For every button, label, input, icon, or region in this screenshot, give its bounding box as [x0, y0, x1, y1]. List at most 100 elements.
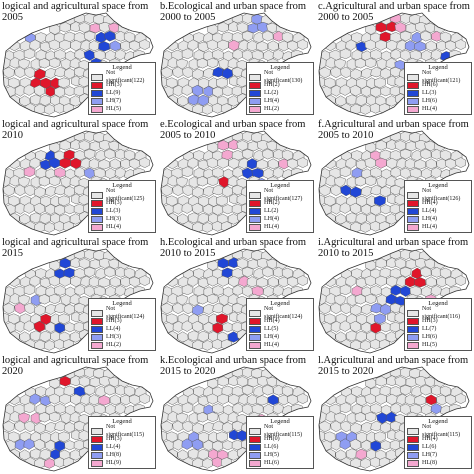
county-ll: [399, 285, 412, 297]
county-ns: [217, 157, 229, 169]
county-ns: [444, 158, 457, 170]
county-ns: [345, 393, 357, 405]
county-ns: [73, 184, 86, 196]
legend-item-hl: HL(4): [407, 223, 469, 231]
map-panel-e: e.Ecological and urban space from 2005 to…: [158, 119, 316, 237]
county-ns: [78, 22, 91, 33]
county-ns: [64, 204, 76, 215]
province-map: [2, 248, 154, 354]
county-lh: [370, 302, 383, 314]
province-outline: [160, 248, 312, 354]
county-ns: [54, 420, 67, 432]
county-ns: [181, 284, 194, 296]
legend-label: LH(7): [106, 98, 121, 104]
panel-title: f.Agricultural and urban space from 2005 …: [318, 119, 469, 141]
county-ns: [246, 276, 258, 288]
county-ns: [241, 30, 254, 42]
county-ns: [378, 339, 391, 351]
panel-title: h.Ecological and urban space from 2010 to…: [160, 237, 306, 259]
legend-item-lh: LH(6): [407, 97, 469, 105]
legend-swatch: [407, 451, 419, 459]
legend-swatch: [249, 223, 261, 231]
county-ns: [335, 331, 347, 343]
legend-swatch: [91, 333, 103, 341]
county-ns: [444, 276, 457, 288]
legend-label: Not significant(116): [422, 306, 461, 320]
county-ns: [425, 40, 437, 52]
county-hh: [59, 375, 71, 387]
legend-swatch: [91, 223, 103, 231]
county-ns: [262, 266, 274, 278]
county-ns: [62, 221, 75, 233]
county-ns: [389, 302, 402, 314]
legend-label: LL(6): [264, 444, 279, 450]
legend-label: Not significant(115): [106, 424, 145, 438]
county-ns: [236, 258, 249, 269]
county-ns: [24, 184, 36, 197]
county-ns: [370, 285, 383, 296]
county-ns: [104, 266, 116, 278]
county-ns: [8, 394, 20, 406]
county-ns: [378, 103, 391, 115]
legend-item-lh: LH(8): [91, 451, 153, 459]
legend-label: HL(8): [422, 460, 437, 466]
county-ns: [454, 275, 467, 286]
county-ns: [222, 204, 234, 215]
legend-swatch: [91, 89, 103, 97]
county-ns: [69, 57, 81, 69]
legend-item-ll: LL(3): [91, 207, 153, 215]
county-ns: [29, 157, 41, 169]
legend: Legend Not significant(115) HH(0) LL(6) LH(5…: [246, 416, 314, 469]
county-ns: [206, 293, 219, 305]
legend-item-ll: LL(4): [407, 207, 469, 215]
legend-item-ns: Not significant(125): [91, 188, 153, 202]
county-ns: [375, 139, 387, 151]
county-ns: [349, 68, 362, 80]
county-ns: [98, 159, 111, 170]
county-ns: [399, 384, 412, 396]
county-ns: [345, 157, 357, 169]
county-ns: [454, 393, 467, 404]
county-ns: [340, 66, 352, 79]
county-ns: [114, 49, 126, 61]
county-ns: [29, 275, 41, 287]
county-ns: [296, 157, 309, 168]
county-ns: [23, 402, 36, 414]
legend-swatch: [91, 199, 103, 207]
county-ns: [62, 457, 75, 469]
county-ns: [58, 313, 70, 325]
legend-swatch: [91, 207, 103, 215]
province-outline: [2, 130, 154, 236]
county-ns: [187, 393, 199, 405]
legend-item-hh: HH(4): [249, 317, 311, 325]
legend-label: HH(6): [422, 82, 438, 88]
county-ns: [430, 167, 442, 179]
county-ll: [241, 167, 254, 179]
county-ns: [177, 213, 189, 225]
legend-title: Legend: [270, 300, 290, 307]
county-ll: [340, 184, 352, 197]
map-panel-l: l.Agricultural and urban space from 2015 …: [316, 355, 474, 473]
county-ns: [262, 384, 274, 396]
legend-swatch: [249, 73, 261, 81]
legend-swatch: [407, 341, 419, 349]
county-ns: [138, 393, 151, 404]
legend-item-ns: Not significant(116): [407, 306, 469, 320]
county-ns: [267, 40, 279, 52]
legend-swatch: [407, 223, 419, 231]
county-ns: [231, 66, 244, 78]
map-panel-c: c.Agricultural and urban space from 2000 …: [316, 1, 474, 119]
county-ns: [33, 422, 46, 434]
county-ns: [399, 30, 412, 42]
county-ns: [414, 395, 427, 406]
county-ns: [128, 276, 141, 288]
legend-title: Legend: [428, 418, 448, 425]
county-ns: [246, 394, 258, 406]
panel-title-line: f.Agricultural and urban space from: [318, 119, 469, 130]
county-hh: [33, 68, 46, 80]
county-ns: [324, 40, 336, 52]
legend-label: HL(4): [264, 342, 279, 348]
county-ns: [193, 32, 205, 43]
county-ns: [182, 184, 194, 197]
panel-title: i.Agricultural and urban space from 2010 …: [318, 237, 468, 259]
